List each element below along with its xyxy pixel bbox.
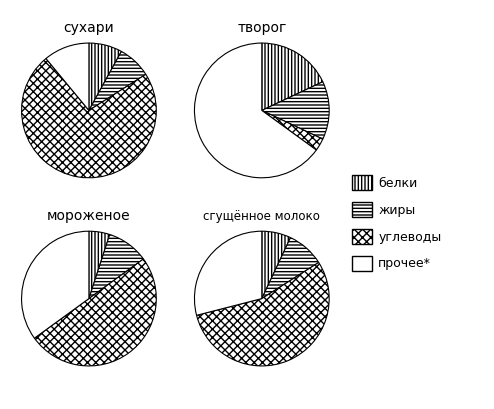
Wedge shape — [262, 43, 323, 110]
Wedge shape — [89, 43, 122, 110]
Title: мороженое: мороженое — [47, 209, 131, 223]
Wedge shape — [262, 238, 319, 299]
Wedge shape — [35, 259, 156, 366]
Wedge shape — [89, 231, 110, 299]
Wedge shape — [22, 231, 89, 338]
Wedge shape — [195, 43, 316, 178]
Wedge shape — [89, 52, 146, 110]
Wedge shape — [262, 82, 329, 139]
Wedge shape — [262, 110, 323, 150]
Wedge shape — [195, 231, 262, 315]
Title: сухари: сухари — [64, 21, 114, 35]
Wedge shape — [22, 58, 156, 178]
Wedge shape — [262, 231, 290, 299]
Wedge shape — [46, 43, 89, 110]
Title: сгущённое молоко: сгущённое молоко — [204, 210, 320, 223]
Legend: белки, жиры, углеводы, прочее*: белки, жиры, углеводы, прочее* — [352, 175, 442, 270]
Wedge shape — [197, 263, 329, 366]
Title: творог: творог — [237, 21, 287, 35]
Wedge shape — [89, 234, 143, 299]
